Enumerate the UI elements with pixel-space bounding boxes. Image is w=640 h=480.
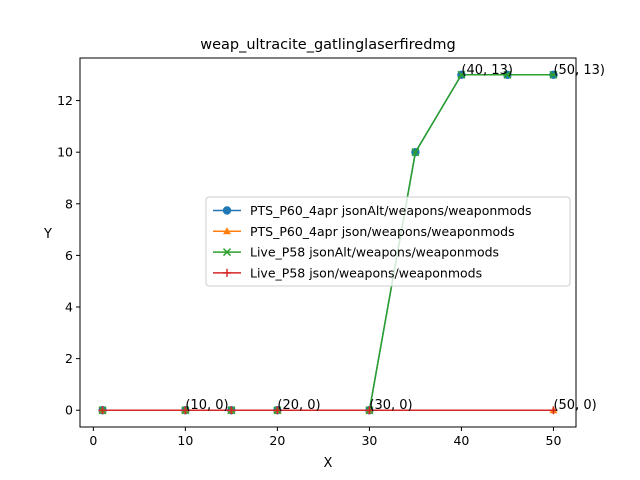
plot-area: 0 10 20 30 40 50 0 2 4 6 8 10 12 (10, 0) (20, 0) (30, 0… [57,57,605,448]
data-point [181,406,190,415]
annotation: (40, 13) [461,63,512,78]
legend-box [205,196,571,287]
legend-label: Live_P58 jsonAlt/weapons/weaponmods [250,245,499,260]
data-point [411,148,420,157]
legend-item: Live_P58 jsonAlt/weapons/weaponmods [213,245,499,260]
y-tick-label: 12 [57,93,73,108]
x-tick-label: 0 [89,433,97,448]
chart-title: weap_ultracite_gatlinglaserfiredmg [200,37,456,53]
y-tick-label: 6 [65,248,73,263]
legend: PTS_P60_4apr jsonAlt/weapons/weaponmods P… [205,196,571,287]
y-tick-label: 8 [65,196,73,211]
axes-frame [79,57,577,428]
x-tick-label: 40 [453,433,469,448]
legend-item: PTS_P60_4apr json/weapons/weaponmods [213,224,515,239]
legend-marker [222,248,232,257]
legend-marker [223,268,231,277]
annotation: (50, 13) [553,63,605,78]
annotation: (30, 0) [369,398,412,413]
data-point [549,70,558,79]
y-tick-label: 2 [65,351,73,366]
data-point [273,406,282,415]
annotation: (20, 0) [277,398,320,413]
data-point [549,406,558,415]
y-tick-label: 10 [57,145,73,160]
x-axis-label: X [324,456,333,471]
legend-label: Live_P58 json/weapons/weaponmods [250,265,482,280]
legend-marker [223,227,231,235]
legend-item: PTS_P60_4apr jsonAlt/weapons/weaponmods [213,203,532,218]
legend-label: PTS_P60_4apr jsonAlt/weapons/weaponmods [250,203,532,218]
y-axis-label: Y [43,227,52,242]
data-point [457,70,466,79]
data-point [503,70,512,79]
series-4 [98,406,558,415]
legend-marker [222,206,232,215]
data-point [98,406,107,415]
x-tick-label: 50 [546,433,562,448]
x-tick-label: 30 [361,433,377,448]
data-point [365,406,374,415]
y-tick-label: 4 [65,300,73,315]
y-tick-label: 0 [65,403,73,418]
x-tick-label: 10 [177,433,193,448]
annotation: (10, 0) [185,398,228,413]
legend-label: PTS_P60_4apr json/weapons/weaponmods [250,224,515,239]
data-point [227,406,236,415]
x-tick-label: 20 [269,433,285,448]
legend-item: Live_P58 json/weapons/weaponmods [213,265,482,280]
annotation: (50, 0) [553,398,596,413]
